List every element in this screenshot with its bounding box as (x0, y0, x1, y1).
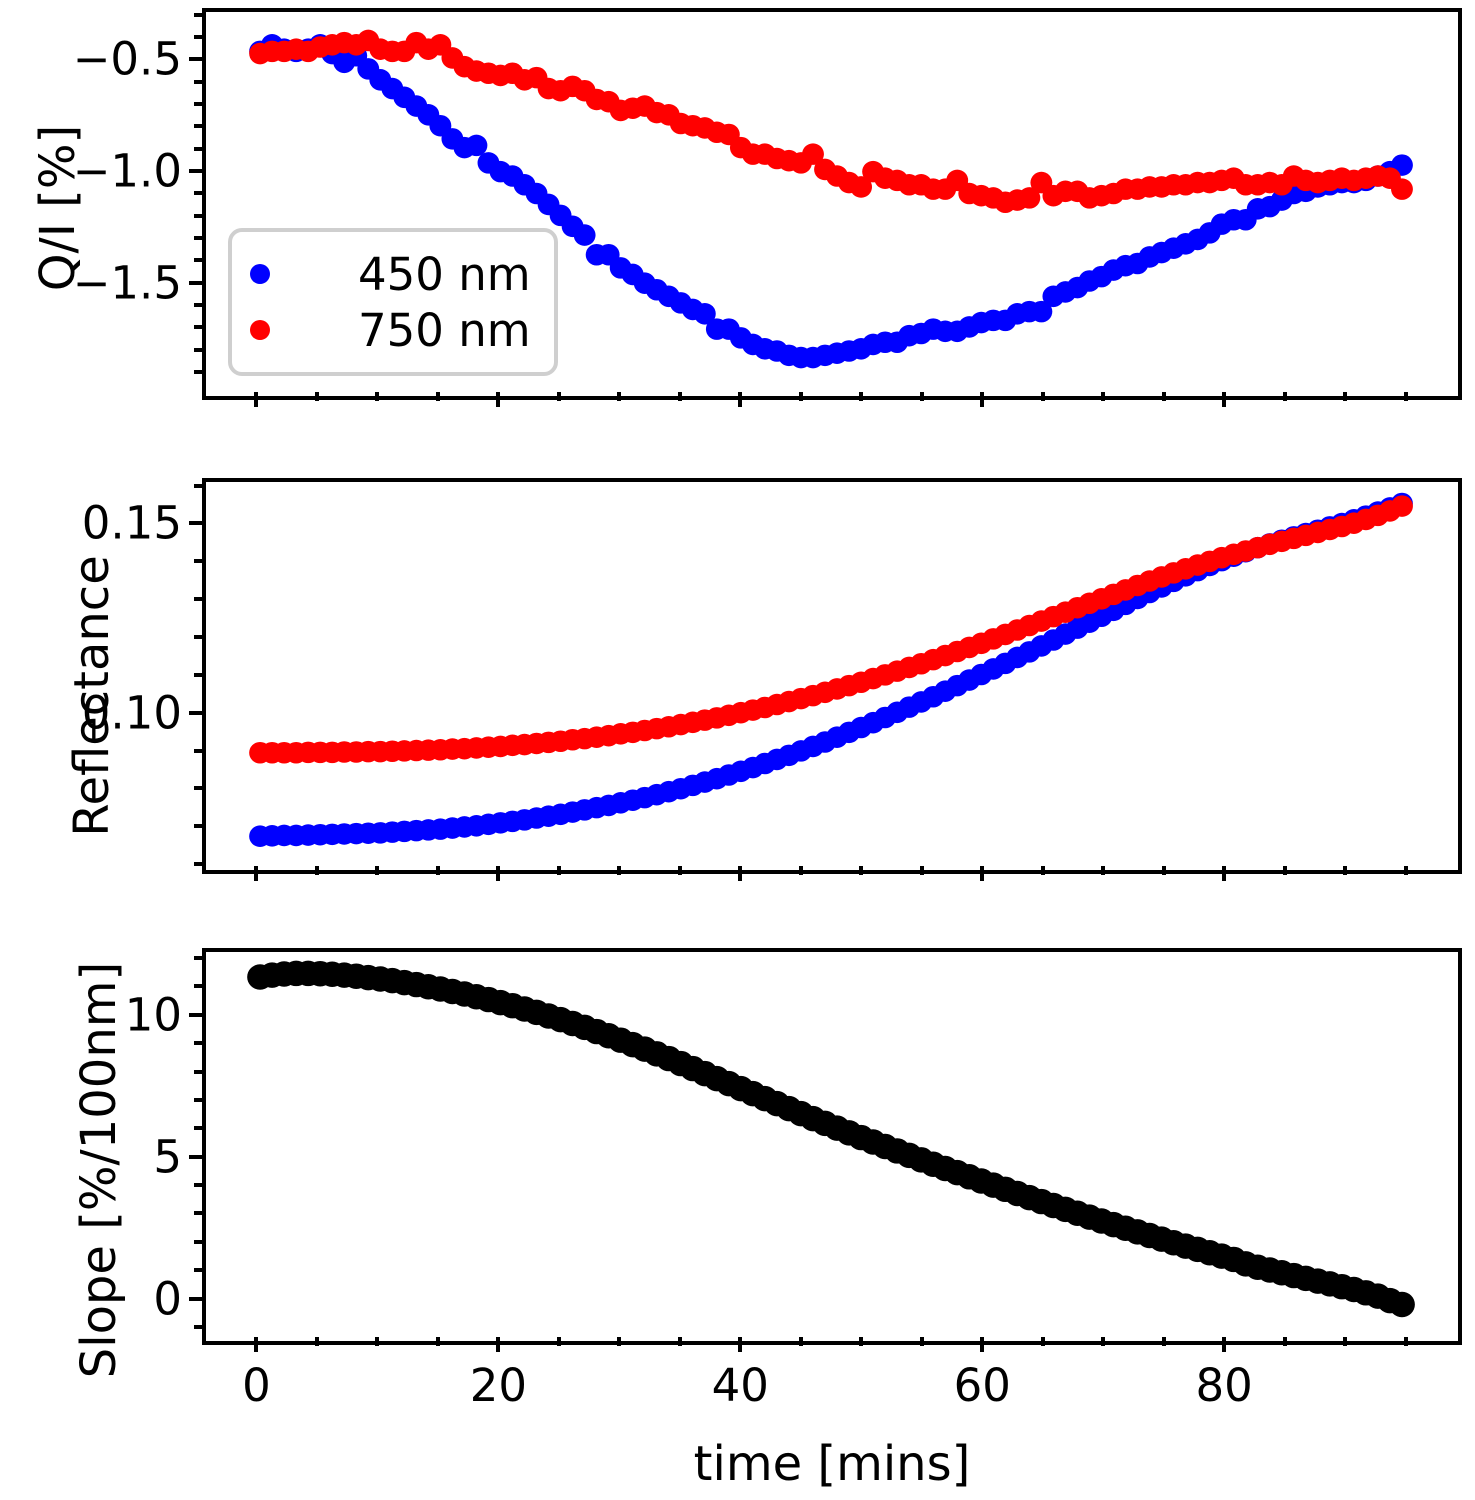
legend-label-750nm: 750 nm (358, 303, 531, 357)
y-tick-minor (194, 748, 202, 753)
y-tick-minor (194, 955, 202, 960)
legend-marker-450nm (250, 264, 270, 284)
y-tick-label: −1.0 (72, 144, 182, 198)
series-slope (247, 960, 1415, 1318)
panel-qi-y-axis-label: Q/I [%] (30, 124, 86, 292)
series-750-nm (249, 29, 1413, 214)
y-tick-major (189, 280, 202, 285)
y-tick-minor (194, 559, 202, 564)
y-tick-minor (194, 12, 202, 17)
panel-reflectance-y-axis-label: Reflectance (64, 555, 120, 837)
y-tick-minor (194, 597, 202, 602)
x-tick-label: 0 (242, 1359, 271, 1412)
y-tick-minor (194, 258, 202, 263)
y-tick-label: 10 (124, 988, 182, 1042)
legend-label-450nm: 450 nm (358, 247, 531, 301)
panel-slope-y-axis-label: Slope [%/100nm] (71, 961, 127, 1379)
y-tick-major (189, 1012, 202, 1017)
panel-slope-scatter-canvas (247, 960, 1415, 1318)
legend-item-750nm[interactable]: 750 nm (250, 302, 531, 358)
y-tick-minor (194, 672, 202, 677)
y-tick-minor (194, 124, 202, 129)
y-tick-minor (194, 1239, 202, 1244)
y-tick-minor (194, 35, 202, 40)
y-tick-minor (194, 483, 202, 488)
y-tick-major (189, 1296, 202, 1301)
y-tick-minor (194, 347, 202, 352)
y-tick-minor (194, 191, 202, 196)
legend: 450 nm 750 nm (228, 228, 558, 376)
panel-reflectance-scatter-canvas (249, 492, 1413, 847)
y-tick-minor (194, 1183, 202, 1188)
y-tick-minor (194, 634, 202, 639)
y-tick-minor (194, 1268, 202, 1273)
y-tick-minor (194, 1211, 202, 1216)
y-tick-minor (194, 1097, 202, 1102)
y-tick-minor (194, 1126, 202, 1131)
y-tick-label: −0.5 (72, 32, 182, 86)
y-tick-minor (194, 146, 202, 151)
y-tick-minor (194, 369, 202, 374)
y-tick-minor (194, 325, 202, 330)
y-tick-major (189, 710, 202, 715)
legend-marker-750nm (250, 320, 270, 340)
y-tick-minor (194, 79, 202, 84)
x-axis-label: time [mins] (693, 1436, 971, 1492)
x-tick-label: 80 (1195, 1359, 1253, 1412)
panel-slope-plot-area (202, 948, 1462, 1345)
y-tick-label: −1.5 (72, 256, 182, 310)
panel-qi-scatter-canvas (249, 29, 1413, 369)
y-tick-minor (194, 862, 202, 867)
y-tick-minor (194, 213, 202, 218)
y-tick-minor (194, 984, 202, 989)
y-tick-minor (194, 1069, 202, 1074)
y-tick-major (189, 57, 202, 62)
y-tick-label: 5 (153, 1130, 182, 1184)
y-tick-minor (194, 786, 202, 791)
x-tick-label: 40 (711, 1359, 769, 1412)
y-tick-major (189, 168, 202, 173)
y-tick-major (189, 1154, 202, 1159)
legend-item-450nm[interactable]: 450 nm (250, 246, 531, 302)
y-tick-minor (194, 1041, 202, 1046)
y-tick-label: 0 (153, 1272, 182, 1326)
x-tick-label: 20 (469, 1359, 527, 1412)
y-tick-minor (194, 824, 202, 829)
y-tick-minor (194, 235, 202, 240)
panel-reflectance-plot-area (202, 478, 1462, 874)
y-tick-minor (194, 102, 202, 106)
y-tick-minor (194, 1325, 202, 1330)
y-tick-major (189, 521, 202, 526)
x-tick-label: 60 (953, 1359, 1011, 1412)
series-750-nm (249, 495, 1413, 764)
y-tick-minor (194, 302, 202, 307)
